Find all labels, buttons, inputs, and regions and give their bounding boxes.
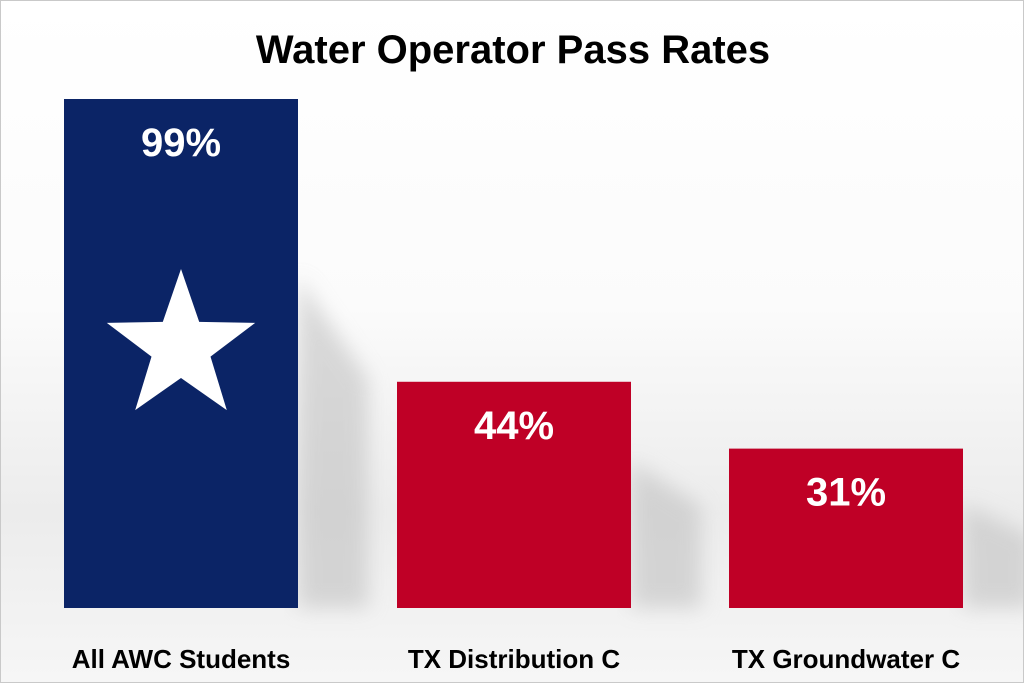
category-label-2: TX Distribution C [408, 644, 621, 674]
bar-2 [397, 381, 631, 608]
bar-shadows [298, 277, 1023, 608]
value-label-1: 99% [141, 121, 221, 165]
value-labels: 99% 44% 31% [141, 121, 886, 515]
bar-3 [729, 448, 963, 608]
bars [64, 99, 963, 608]
value-label-3: 31% [806, 471, 886, 515]
star-icon [106, 269, 256, 411]
bar-shadow [963, 504, 1023, 608]
value-label-2: 44% [474, 404, 554, 448]
chart-title: Water Operator Pass Rates [256, 28, 770, 72]
category-labels: All AWC Students TX Distribution C TX Grou… [72, 644, 961, 674]
category-label-3: TX Groundwater C [732, 644, 960, 674]
category-label-1: All AWC Students [72, 644, 291, 674]
bar-shadow [631, 460, 701, 608]
bar-shadow [298, 277, 368, 608]
